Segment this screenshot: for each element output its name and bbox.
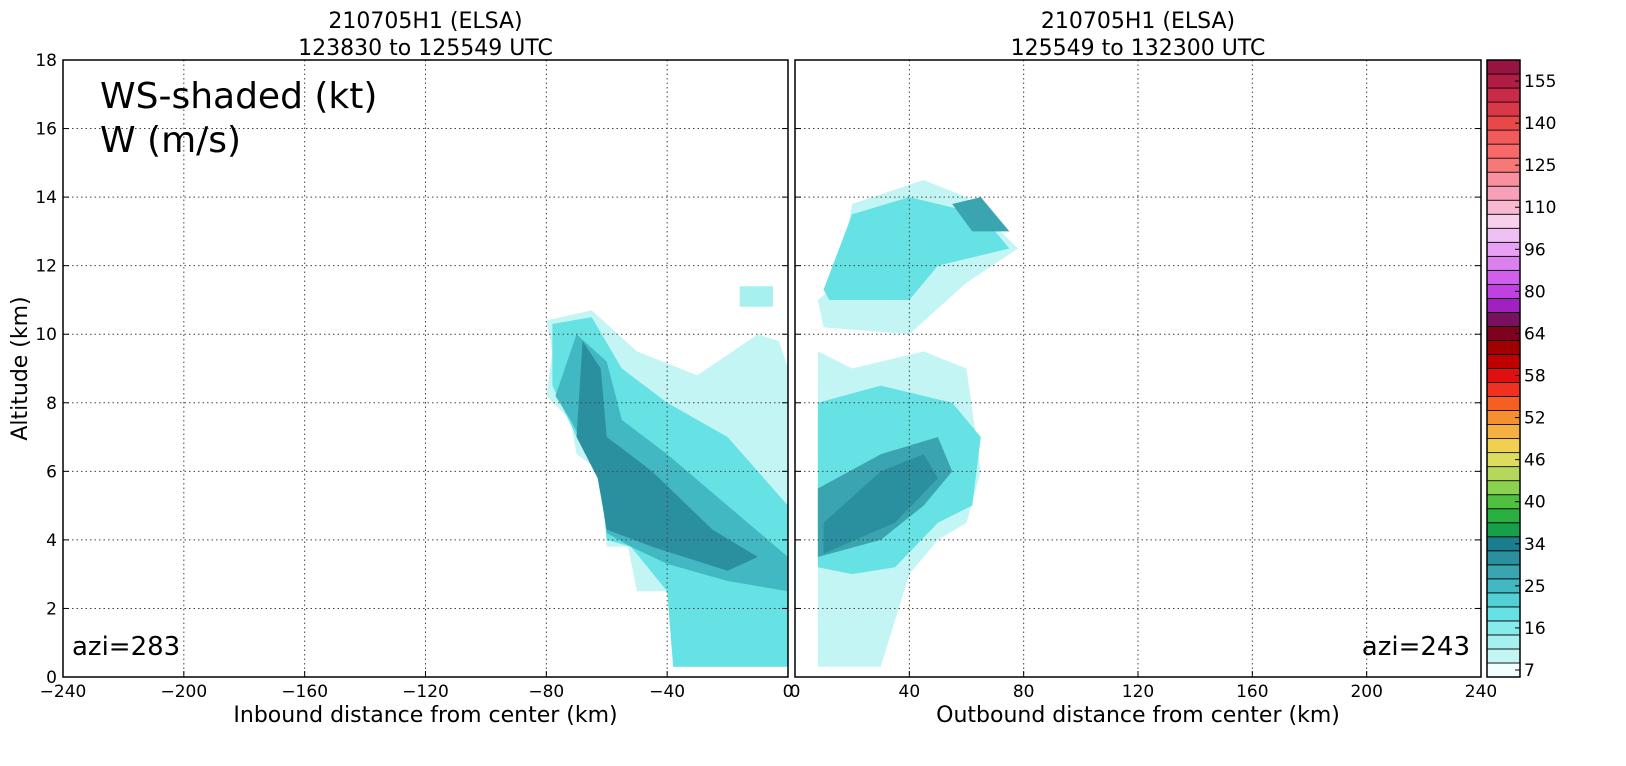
colorbar-box [1486, 269, 1521, 285]
colorbar-tick-label: 80 [1524, 282, 1546, 302]
x-tick-label: −200 [160, 682, 207, 702]
colorbar-tick-label: 64 [1524, 324, 1546, 344]
y-tick-label: 14 [35, 188, 57, 208]
y-tick-label: 0 [46, 668, 57, 688]
x-tick-label: 240 [1465, 682, 1497, 702]
legend-text: W (m/s) [100, 120, 241, 161]
colorbar-box [1486, 606, 1521, 622]
legend-text: WS-shaded (kt) [100, 76, 377, 117]
colorbar-box [1486, 143, 1521, 159]
x-tick-label: 120 [1122, 682, 1154, 702]
x-tick-label: 0 [790, 682, 801, 702]
colorbar-tick-label: 16 [1524, 619, 1546, 639]
x-tick-label: 160 [1236, 682, 1268, 702]
colorbar-box [1486, 213, 1521, 229]
x-tick-label: −120 [402, 682, 449, 702]
colorbar-tick-label: 58 [1524, 367, 1546, 387]
colorbar-box [1486, 522, 1521, 538]
colorbar-box [1486, 480, 1521, 496]
panel-title: 210705H1 (ELSA) [328, 9, 522, 34]
colorbar-box [1486, 59, 1521, 75]
x-axis-label: Outbound distance from center (km) [936, 703, 1340, 728]
colorbar-box [1486, 592, 1521, 608]
shaded-region [739, 286, 773, 307]
x-tick-label: −40 [649, 682, 685, 702]
x-tick-label: 80 [1013, 682, 1035, 702]
y-tick-label: 10 [35, 325, 57, 345]
colorbar-box [1486, 101, 1521, 117]
shaded-region [952, 197, 1010, 232]
plot-area [817, 179, 1018, 667]
x-axis-label: Inbound distance from center (km) [233, 703, 617, 728]
colorbar-box [1486, 185, 1521, 201]
colorbar-box [1486, 550, 1521, 566]
x-tick-label: −160 [281, 682, 328, 702]
colorbar-box [1486, 424, 1521, 440]
x-tick-label: 0 [783, 682, 794, 702]
colorbar-box [1486, 340, 1521, 355]
x-tick-label: 40 [899, 682, 921, 702]
x-tick-label: −80 [528, 682, 564, 702]
colorbar-tick-label: 40 [1524, 493, 1546, 513]
colorbar-box [1486, 87, 1521, 103]
colorbar-box [1486, 466, 1521, 482]
y-tick-label: 4 [46, 531, 57, 551]
colorbar-box [1486, 255, 1521, 271]
colorbar-box [1486, 129, 1521, 145]
panel-title: 210705H1 (ELSA) [1041, 9, 1235, 34]
y-tick-label: 8 [46, 394, 57, 414]
colorbar-tick-label: 155 [1524, 72, 1556, 92]
colorbar-box [1486, 438, 1521, 454]
azimuth-label: azi=283 [72, 632, 180, 662]
colorbar-box [1486, 564, 1521, 580]
azimuth-label: azi=243 [1362, 632, 1470, 662]
y-tick-label: 12 [35, 257, 57, 277]
colorbar-tick-label: 52 [1524, 409, 1546, 429]
y-tick-label: 2 [46, 599, 57, 619]
axes-frame [62, 59, 789, 678]
colorbar-box [1486, 508, 1521, 524]
colorbar-tick-label: 34 [1524, 535, 1546, 555]
shaded-region [576, 341, 758, 571]
colorbar-box [1486, 396, 1521, 411]
colorbar-frame [1486, 59, 1521, 678]
y-tick-label: 16 [35, 120, 57, 140]
shaded-region [823, 197, 1010, 300]
colorbar-box [1486, 312, 1521, 327]
x-tick-label: −240 [40, 682, 87, 702]
y-tick-label: 6 [46, 462, 57, 482]
colorbar-tick-label: 110 [1524, 198, 1556, 218]
colorbar-tick-label: 140 [1524, 114, 1556, 134]
colorbar-box [1486, 297, 1521, 313]
colorbar-box [1486, 382, 1521, 397]
panel-title: 123830 to 125549 UTC [298, 36, 553, 61]
colorbar-box [1486, 354, 1521, 369]
colorbar-box [1486, 227, 1521, 243]
y-axis-label: Altitude (km) [8, 296, 33, 440]
panel-title: 125549 to 132300 UTC [1011, 36, 1266, 61]
y-tick-label: 18 [35, 51, 57, 71]
colorbar-box [1486, 648, 1521, 664]
colorbar-tick-label: 25 [1524, 577, 1546, 597]
colorbar-box [1486, 171, 1521, 187]
colorbar-tick-label: 96 [1524, 240, 1546, 260]
axes-frame [794, 59, 1482, 678]
colorbar-tick-label: 46 [1524, 451, 1546, 471]
colorbar-tick-label: 7 [1524, 661, 1535, 681]
colorbar-box [1486, 634, 1521, 650]
colorbar-tick-label: 125 [1524, 156, 1556, 176]
x-tick-label: 200 [1350, 682, 1382, 702]
